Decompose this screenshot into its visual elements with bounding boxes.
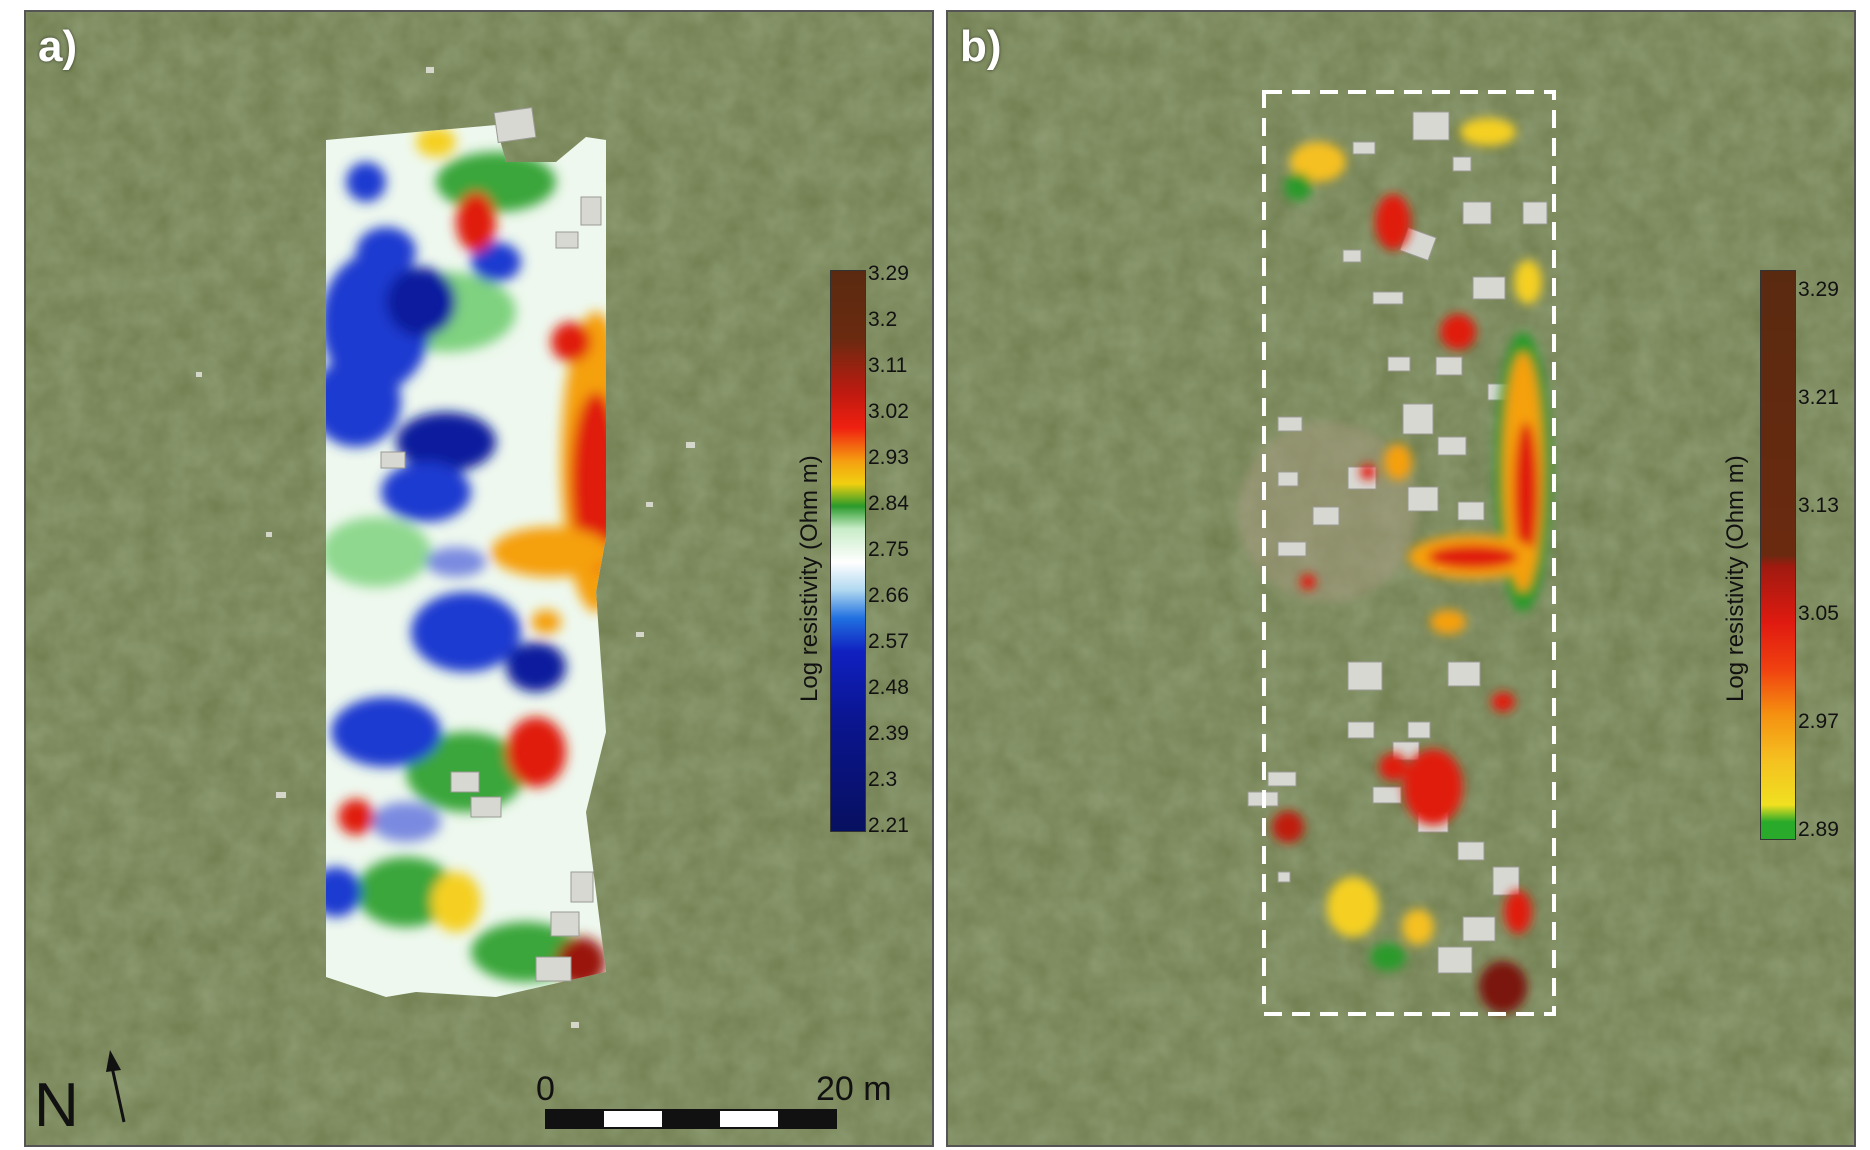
- colorbar-tick-label: 2.21: [868, 814, 909, 837]
- colorbar-tick-label: 3.29: [868, 262, 909, 285]
- colorbar-b-title: Log resistivity (Ohm m): [1722, 455, 1749, 702]
- panel-a-aerial-photo: [26, 12, 932, 1145]
- panel-a-map: a) 3.29 3.2 3.11 3.02 2.93 2.84 2.75 2.66 2.57 2.…: [24, 10, 934, 1147]
- north-arrow-icon: [106, 1050, 126, 1123]
- colorbar-tick-label: 2.89: [1798, 818, 1839, 841]
- survey-boundary: [1262, 90, 1556, 1016]
- resistivity-map-a: [326, 125, 606, 997]
- colorbar-tick-label: 3.29: [1798, 278, 1839, 301]
- colorbar-tick-label: 3.02: [868, 400, 909, 423]
- panel-a-label: a): [38, 22, 78, 71]
- colorbar-tick-label: 2.97: [1798, 710, 1839, 733]
- colorbar-b: [1760, 270, 1796, 840]
- colorbar-tick-label: 3.13: [1798, 494, 1839, 517]
- colorbar-tick-label: 2.57: [868, 630, 909, 653]
- colorbar-tick-label: 2.48: [868, 676, 909, 699]
- colorbar-a: [830, 270, 866, 832]
- colorbar-tick-label: 2.75: [868, 538, 909, 561]
- colorbar-tick-label: 2.3: [868, 768, 898, 791]
- colorbar-tick-label: 2.93: [868, 446, 909, 469]
- scale-bar-icon: [545, 1109, 837, 1129]
- colorbar-tick-label: 3.21: [1798, 386, 1839, 409]
- colorbar-tick-label: 2.39: [868, 722, 909, 745]
- colorbar-a-title: Log resistivity (Ohm m): [796, 455, 823, 702]
- scale-end-label: 20 m: [816, 1070, 892, 1108]
- colorbar-tick-label: 2.84: [868, 492, 909, 515]
- scale-start-label: 0: [536, 1070, 555, 1108]
- resistivity-map-b: [1272, 118, 1551, 1013]
- colorbar-tick-label: 3.2: [868, 308, 898, 331]
- colorbar-tick-label: 3.11: [868, 354, 908, 377]
- panel-b-label: b): [960, 22, 1002, 71]
- colorbar-tick-label: 3.05: [1798, 602, 1839, 625]
- colorbar-tick-label: 2.66: [868, 584, 909, 607]
- panel-b-aerial-photo: [948, 12, 1854, 1145]
- north-label: N: [34, 1071, 79, 1140]
- panel-b-map: b) 3.29 3.21 3.13 3.05 2.97 2.89 Log resistiv…: [946, 10, 1856, 1147]
